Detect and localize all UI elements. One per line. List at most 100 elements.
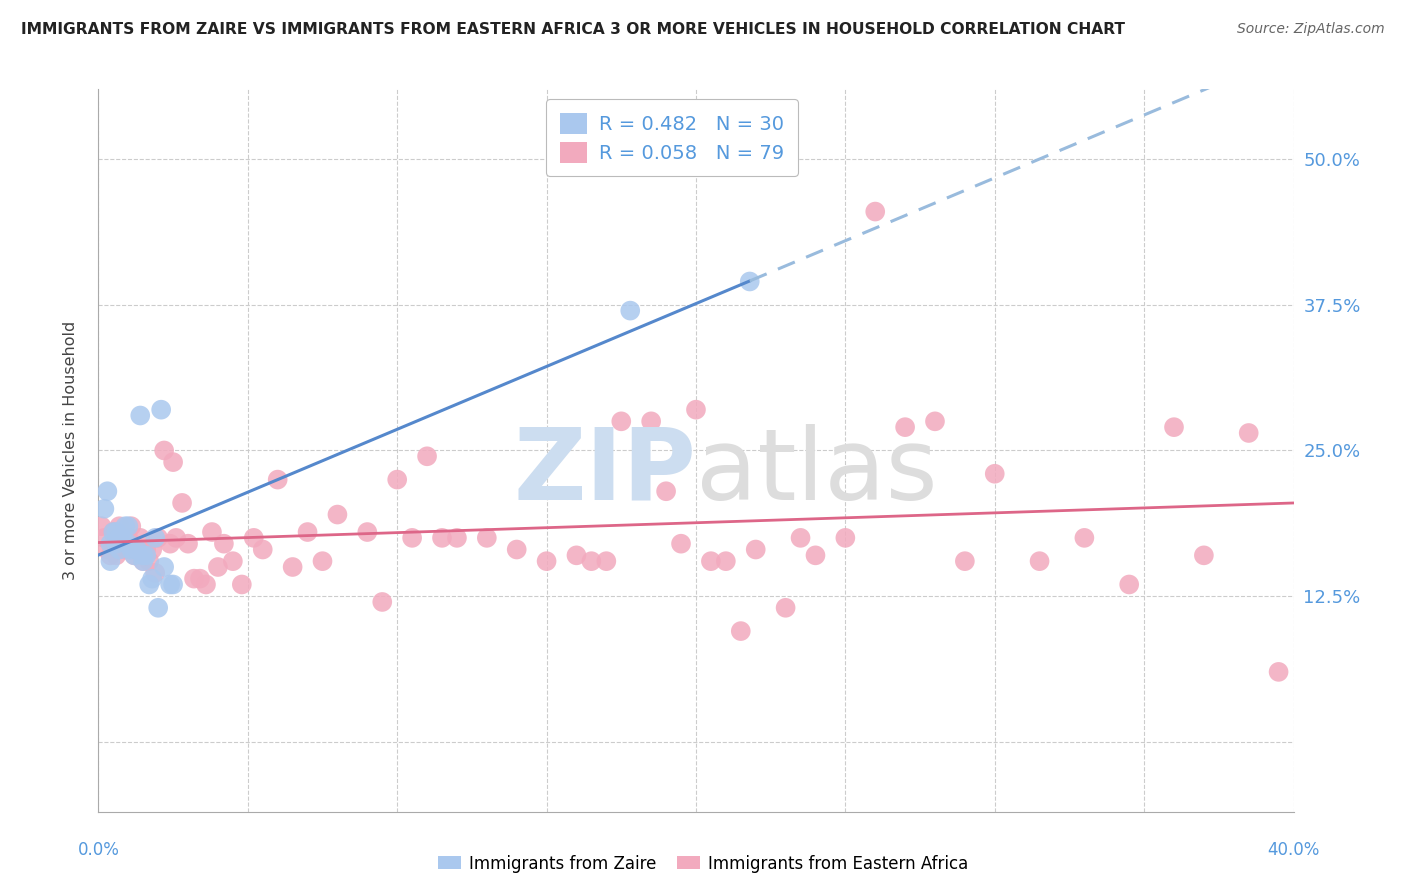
Point: [117, 519, 139, 533]
Point: [162, 577, 184, 591]
Point: [120, 542, 142, 557]
Point: [506, 542, 529, 557]
Legend: R = 0.482   N = 30, R = 0.058   N = 79: R = 0.482 N = 30, R = 0.058 N = 79: [547, 99, 797, 177]
Legend: Immigrants from Zaire, Immigrants from Eastern Africa: Immigrants from Zaire, Immigrants from E…: [430, 848, 976, 880]
Point: [371, 595, 394, 609]
Point: [207, 560, 229, 574]
Point: [105, 537, 128, 551]
Point: [311, 554, 333, 568]
Point: [135, 542, 157, 557]
Point: [416, 450, 439, 464]
Point: [111, 531, 134, 545]
Point: [281, 560, 304, 574]
Point: [105, 524, 128, 539]
Point: [610, 414, 633, 428]
Point: [1237, 425, 1260, 440]
Point: [789, 531, 811, 545]
Point: [804, 549, 827, 563]
Text: ZIP: ZIP: [513, 424, 696, 521]
Point: [108, 542, 131, 557]
Point: [117, 531, 139, 545]
Point: [150, 402, 173, 417]
Point: [108, 519, 131, 533]
Point: [1267, 665, 1289, 679]
Point: [108, 531, 131, 545]
Point: [745, 542, 768, 557]
Point: [124, 549, 146, 563]
Point: [297, 524, 319, 539]
Point: [685, 402, 707, 417]
Point: [141, 572, 163, 586]
Point: [326, 508, 349, 522]
Point: [655, 484, 678, 499]
Point: [231, 577, 253, 591]
Point: [159, 537, 181, 551]
Point: [132, 554, 155, 568]
Point: [183, 572, 205, 586]
Point: [114, 519, 136, 533]
Point: [1118, 577, 1140, 591]
Point: [103, 524, 125, 539]
Point: [385, 473, 409, 487]
Point: [640, 414, 662, 428]
Point: [172, 496, 194, 510]
Point: [143, 566, 166, 580]
Point: [103, 524, 125, 539]
Point: [730, 624, 752, 639]
Point: [201, 524, 224, 539]
Point: [446, 531, 468, 545]
Point: [148, 531, 170, 545]
Point: [124, 549, 146, 563]
Point: [111, 531, 134, 545]
Point: [129, 409, 152, 423]
Point: [738, 275, 761, 289]
Point: [127, 542, 149, 557]
Point: [1192, 549, 1215, 563]
Point: [153, 560, 176, 574]
Point: [356, 524, 378, 539]
Point: [700, 554, 723, 568]
Point: [141, 542, 163, 557]
Point: [243, 531, 266, 545]
Point: [132, 549, 155, 563]
Point: [148, 600, 170, 615]
Point: [865, 204, 887, 219]
Point: [165, 531, 187, 545]
Point: [536, 554, 558, 568]
Text: 40.0%: 40.0%: [1267, 841, 1320, 859]
Point: [430, 531, 453, 545]
Point: [195, 577, 218, 591]
Text: 0.0%: 0.0%: [77, 841, 120, 859]
Point: [96, 542, 118, 557]
Point: [138, 577, 160, 591]
Text: atlas: atlas: [696, 424, 938, 521]
Point: [669, 537, 692, 551]
Point: [93, 531, 115, 545]
Point: [98, 554, 122, 568]
Point: [953, 554, 976, 568]
Point: [177, 537, 200, 551]
Text: IMMIGRANTS FROM ZAIRE VS IMMIGRANTS FROM EASTERN AFRICA 3 OR MORE VEHICLES IN HO: IMMIGRANTS FROM ZAIRE VS IMMIGRANTS FROM…: [21, 22, 1125, 37]
Point: [114, 542, 136, 557]
Point: [475, 531, 498, 545]
Point: [98, 549, 122, 563]
Point: [159, 577, 181, 591]
Point: [775, 600, 797, 615]
Point: [619, 303, 641, 318]
Point: [834, 531, 856, 545]
Point: [714, 554, 737, 568]
Point: [93, 501, 115, 516]
Point: [117, 537, 139, 551]
Point: [135, 549, 157, 563]
Point: [96, 484, 118, 499]
Point: [924, 414, 946, 428]
Text: Source: ZipAtlas.com: Source: ZipAtlas.com: [1237, 22, 1385, 37]
Point: [127, 542, 149, 557]
Point: [565, 549, 588, 563]
Point: [401, 531, 423, 545]
Point: [129, 531, 152, 545]
Point: [143, 531, 166, 545]
Point: [105, 549, 128, 563]
Point: [132, 554, 155, 568]
Point: [120, 519, 142, 533]
